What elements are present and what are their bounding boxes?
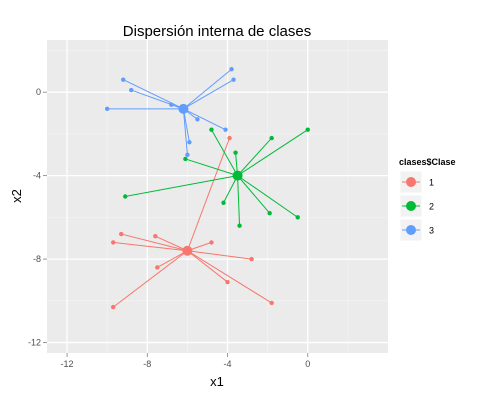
data-point [295, 215, 300, 220]
data-point [269, 300, 274, 306]
data-point [129, 87, 134, 93]
series-1 [110, 135, 274, 310]
legend: clases$Clase 1 2 3 [399, 157, 456, 242]
segment [183, 108, 226, 131]
segment [113, 241, 188, 252]
data-point [231, 77, 236, 82]
x-tick-label: 0 [305, 359, 310, 369]
legend-key-point [406, 177, 416, 187]
data-point [267, 210, 272, 216]
segment [237, 129, 309, 177]
data-point [155, 265, 160, 270]
data-point [209, 240, 214, 245]
x-tick-label: -12 [61, 359, 74, 369]
legend-label: 3 [429, 226, 434, 236]
data-point [221, 200, 226, 205]
data-point [237, 223, 242, 228]
segment [237, 175, 241, 226]
segment [237, 175, 299, 218]
data-marks [104, 67, 310, 310]
centroid-point [182, 245, 193, 256]
data-point [119, 231, 124, 237]
data-point [305, 127, 310, 132]
segment [186, 137, 231, 251]
data-point [123, 194, 128, 199]
segment [187, 250, 252, 260]
plot-panel [47, 40, 388, 353]
segment [157, 250, 188, 268]
segment [182, 108, 190, 143]
data-point [185, 152, 190, 157]
legend-key-point [406, 201, 416, 211]
chart-title: Dispersión interna de clases [123, 23, 311, 40]
data-point [227, 135, 232, 141]
segment [112, 250, 188, 308]
legend-label: 1 [429, 178, 434, 188]
data-point [104, 106, 110, 112]
axis-ticks: -12 -8 -4 0 0 -4 -8 -12 [28, 87, 310, 369]
y-axis-label: x2 [9, 189, 24, 203]
segment [183, 68, 232, 110]
series-3 [104, 67, 236, 157]
legend-item-1: 1 [399, 170, 434, 194]
x-axis-label: x1 [210, 374, 224, 389]
segment [125, 175, 238, 197]
segment [185, 158, 238, 177]
legend-title: clases$Clase [399, 157, 456, 167]
segment [187, 250, 272, 304]
data-point [183, 156, 188, 162]
series-2 [123, 127, 310, 228]
segment [121, 233, 188, 252]
legend-label: 2 [429, 202, 434, 212]
data-point [110, 304, 116, 310]
data-point [269, 135, 274, 141]
data-point [153, 233, 158, 239]
legend-item-3: 3 [399, 218, 434, 242]
segment [223, 175, 239, 203]
data-point [233, 150, 238, 155]
data-point [249, 256, 254, 262]
data-point [169, 102, 174, 107]
segment [211, 129, 238, 176]
segment [182, 108, 188, 155]
segment [155, 235, 188, 252]
data-point [110, 240, 116, 245]
centroid-point [178, 103, 189, 114]
segment [183, 79, 234, 110]
data-point [229, 67, 234, 72]
centroid-point [232, 170, 243, 181]
x-tick-label: -8 [143, 359, 151, 369]
segment [237, 137, 273, 176]
data-point [121, 77, 126, 82]
segment [187, 250, 228, 283]
y-tick-label: -8 [33, 254, 41, 264]
grid [47, 40, 388, 353]
data-point [223, 127, 228, 132]
legend-item-2: 2 [399, 194, 434, 218]
data-point [209, 127, 214, 132]
data-point [195, 117, 200, 122]
legend-key-point [406, 225, 416, 235]
data-point [225, 279, 230, 285]
segment [237, 175, 271, 214]
x-tick-label: -4 [224, 359, 232, 369]
data-point [187, 140, 192, 145]
y-tick-label: -4 [33, 171, 41, 181]
y-tick-label: 0 [36, 87, 41, 97]
y-tick-label: -12 [28, 338, 41, 348]
